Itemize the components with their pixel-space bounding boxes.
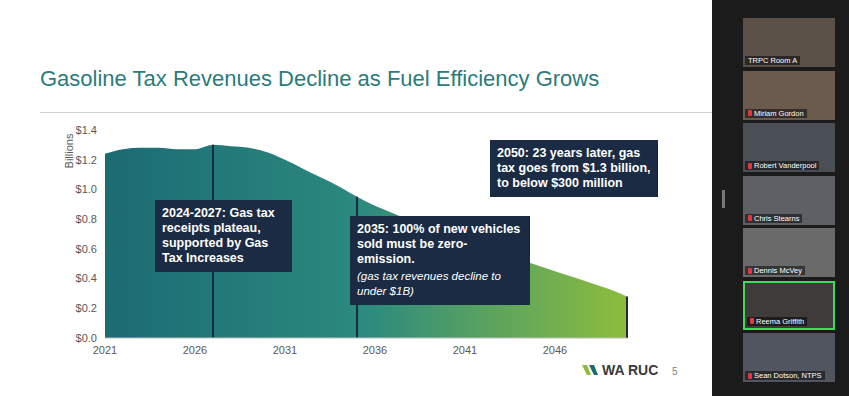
html-text:Billions: Billions xyxy=(63,133,75,169)
html-text:Chris Stearns: Chris Stearns xyxy=(754,213,800,223)
svg-text:2021: 2021 xyxy=(93,344,117,356)
svg-text:$0.2: $0.2 xyxy=(76,302,97,314)
svg-text:$1.0: $1.0 xyxy=(76,183,97,195)
html-text:2050: 23 years later, gas tax: 2050: 23 years later, gas tax goes from … xyxy=(497,146,651,190)
html-text:5: 5 xyxy=(672,366,678,377)
html-text:Sean Dotson, NTPS: Sean Dotson, NTPS xyxy=(754,371,822,380)
svg-text:2031: 2031 xyxy=(273,344,297,356)
svg-text:$1.4: $1.4 xyxy=(76,124,97,136)
svg-text:2046: 2046 xyxy=(543,344,567,356)
html-text:Robert Vanderpool: Robert Vanderpool xyxy=(754,161,817,170)
svg-text:2036: 2036 xyxy=(363,344,387,356)
html-text:2024-2027: Gas tax receipts pl: 2024-2027: Gas tax receipts plateau, sup… xyxy=(162,206,275,265)
html-text:TRPC Room A: TRPC Room A xyxy=(748,56,798,65)
svg-text:2041: 2041 xyxy=(453,344,477,356)
svg-text:$1.2: $1.2 xyxy=(76,154,97,166)
html-text:Reema Griffith: Reema Griffith xyxy=(756,316,805,326)
html-text:WA RUC: WA RUC xyxy=(602,362,659,378)
svg-text:$0.0: $0.0 xyxy=(76,332,97,344)
html-text:Miriam Gordon: Miriam Gordon xyxy=(754,108,804,118)
svg-text:$0.6: $0.6 xyxy=(76,243,97,255)
svg-text:$0.8: $0.8 xyxy=(76,213,97,225)
svg-text:2026: 2026 xyxy=(183,344,207,356)
html-text:Dennis McVey: Dennis McVey xyxy=(754,266,802,275)
html-text:(gas tax revenues decline to u: (gas tax revenues decline to under $1B) xyxy=(357,270,501,297)
html-text:2035: 100% of new vehicles sol: 2035: 100% of new vehicles sold must be … xyxy=(357,222,521,266)
html-text:Gasoline Tax Revenues Decline: Gasoline Tax Revenues Decline as Fuel Ef… xyxy=(40,66,600,91)
svg-text:$0.4: $0.4 xyxy=(76,272,97,284)
